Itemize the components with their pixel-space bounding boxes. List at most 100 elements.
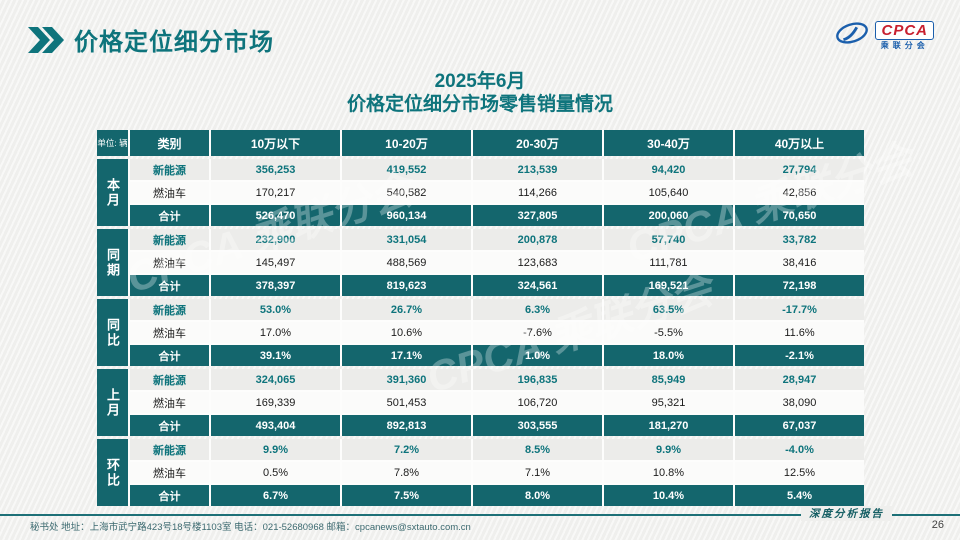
table-title: 2025年6月 价格定位细分市场零售销量情况 [0, 70, 960, 116]
value-cell: 27,794 [735, 159, 864, 180]
value-cell: 94,420 [604, 159, 733, 180]
value-cell: 114,266 [473, 182, 602, 203]
value-cell: 145,497 [211, 252, 340, 273]
cpca-logo: CPCA 乘联分会 [833, 18, 934, 53]
row-label: 新能源 [130, 229, 209, 250]
value-cell: -7.6% [473, 322, 602, 343]
value-cell: 95,321 [604, 392, 733, 413]
column-header: 10万以下 [211, 130, 340, 156]
value-cell: 7.1% [473, 462, 602, 483]
cpca-logo-text: CPCA [875, 21, 934, 40]
value-cell: 111,781 [604, 252, 733, 273]
value-cell: 70,650 [735, 205, 864, 226]
value-cell: -2.1% [735, 345, 864, 366]
value-cell: 169,339 [211, 392, 340, 413]
value-cell: 9.9% [211, 439, 340, 460]
value-cell: 8.5% [473, 439, 602, 460]
value-cell: 7.5% [342, 485, 471, 506]
table-group-上月: 上月 新能源 324,065 391,360 196,835 85,949 28,947 燃油… [97, 369, 864, 436]
row-label: 合计 [130, 205, 209, 226]
value-cell: 38,090 [735, 392, 864, 413]
value-cell: 892,813 [342, 415, 471, 436]
value-cell: 5.4% [735, 485, 864, 506]
value-cell: 419,552 [342, 159, 471, 180]
price-segment-table: 单位: 辆类别 10万以下 10-20万 20-30万 30-40万 40万以上 本月 新能源… [97, 130, 864, 509]
value-cell: 327,805 [473, 205, 602, 226]
table-group-同期: 同期 新能源 232,900 331,054 200,878 57,740 33,782 燃油… [97, 229, 864, 296]
column-header: 30-40万 [604, 130, 733, 156]
value-cell: 960,134 [342, 205, 471, 226]
value-cell: 356,253 [211, 159, 340, 180]
group-label: 环比 [97, 439, 128, 506]
value-cell: 17.1% [342, 345, 471, 366]
value-cell: 63.5% [604, 299, 733, 320]
value-cell: 67,037 [735, 415, 864, 436]
page-title: 价格定位细分市场 [74, 29, 274, 56]
value-cell: 200,878 [473, 229, 602, 250]
value-cell: 6.3% [473, 299, 602, 320]
value-cell: 12.5% [735, 462, 864, 483]
row-label: 新能源 [130, 369, 209, 390]
value-cell: 213,539 [473, 159, 602, 180]
value-cell: 123,683 [473, 252, 602, 273]
group-label: 上月 [97, 369, 128, 436]
value-cell: 10.6% [342, 322, 471, 343]
column-header: 10-20万 [342, 130, 471, 156]
value-cell: 8.0% [473, 485, 602, 506]
value-cell: 7.8% [342, 462, 471, 483]
row-label: 燃油车 [130, 182, 209, 203]
table-group-同比: 同比 新能源 53.0% 26.7% 6.3% 63.5% -17.7% 燃油车 17.0% 10… [97, 299, 864, 366]
row-label: 合计 [130, 415, 209, 436]
value-cell: 232,900 [211, 229, 340, 250]
footer-contact: 秘书处 地址：上海市武宁路423号18号楼1103室 电话：021-526809… [30, 522, 471, 533]
value-cell: 819,623 [342, 275, 471, 296]
value-cell: 324,065 [211, 369, 340, 390]
value-cell: 200,060 [604, 205, 733, 226]
row-label: 新能源 [130, 299, 209, 320]
row-label: 燃油车 [130, 252, 209, 273]
value-cell: 303,555 [473, 415, 602, 436]
value-cell: 105,640 [604, 182, 733, 203]
row-label: 新能源 [130, 439, 209, 460]
subtitle-caption: 价格定位细分市场零售销量情况 [346, 94, 613, 115]
row-label: 新能源 [130, 159, 209, 180]
value-cell: 10.8% [604, 462, 733, 483]
value-cell: -17.7% [735, 299, 864, 320]
value-cell: 85,949 [604, 369, 733, 390]
group-label: 同比 [97, 299, 128, 366]
value-cell: 38,416 [735, 252, 864, 273]
value-cell: 106,720 [473, 392, 602, 413]
value-cell: 18.0% [604, 345, 733, 366]
value-cell: 7.2% [342, 439, 471, 460]
value-cell: 72,198 [735, 275, 864, 296]
unit-label: 单位: 辆 [97, 130, 128, 156]
value-cell: 170,217 [211, 182, 340, 203]
page-number: 26 [931, 519, 944, 531]
value-cell: 53.0% [211, 299, 340, 320]
footer-report-label: 深度分析报告 [801, 506, 892, 521]
value-cell: 493,404 [211, 415, 340, 436]
value-cell: 28,947 [735, 369, 864, 390]
row-label: 合计 [130, 345, 209, 366]
row-label: 燃油车 [130, 462, 209, 483]
column-header: 类别 [130, 130, 209, 156]
table-group-环比: 环比 新能源 9.9% 7.2% 8.5% 9.9% -4.0% 燃油车 0.5% 7.8% 7.1… [97, 439, 864, 506]
value-cell: 11.6% [735, 322, 864, 343]
value-cell: 324,561 [473, 275, 602, 296]
value-cell: 9.9% [604, 439, 733, 460]
value-cell: 26.7% [342, 299, 471, 320]
double-chevron-icon [28, 26, 64, 53]
row-label: 燃油车 [130, 322, 209, 343]
row-label: 燃油车 [130, 392, 209, 413]
value-cell: 501,453 [342, 392, 471, 413]
value-cell: 378,397 [211, 275, 340, 296]
cpca-logo-subtext: 乘联分会 [880, 41, 929, 50]
value-cell: 1.0% [473, 345, 602, 366]
value-cell: 33,782 [735, 229, 864, 250]
footer-divider [0, 514, 960, 516]
value-cell: 169,521 [604, 275, 733, 296]
column-header: 20-30万 [473, 130, 602, 156]
value-cell: 0.5% [211, 462, 340, 483]
value-cell: 540,582 [342, 182, 471, 203]
group-label: 同期 [97, 229, 128, 296]
